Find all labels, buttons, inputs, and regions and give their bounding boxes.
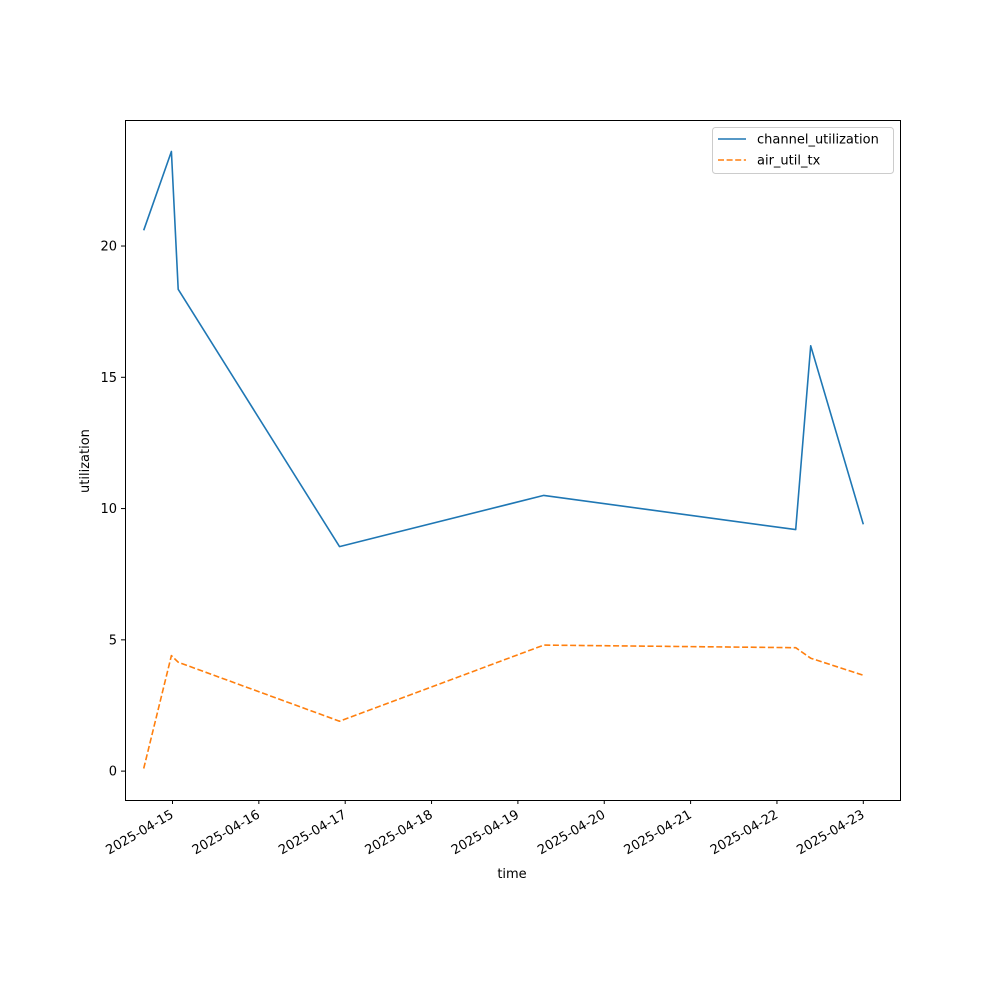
y-tick-label: 15 (100, 371, 117, 386)
y-tick-label: 0 (109, 765, 117, 780)
plot-frame (125, 120, 901, 801)
legend-label-air-util-tx: air_util_tx (757, 154, 821, 169)
series-line-air-util-tx (142, 644, 864, 769)
series-line-channel-utilization (142, 150, 865, 548)
legend: channel_utilization air_util_tx (712, 127, 894, 174)
x-axis-label: time (497, 867, 526, 882)
plot-layer (142, 150, 865, 769)
y-axis-label: utilization (78, 429, 93, 493)
y-tick-label: 5 (109, 633, 117, 648)
y-axis: 0 5 10 15 20 (100, 240, 125, 780)
legend-label-channel-utilization: channel_utilization (757, 133, 879, 148)
legend-box (712, 127, 894, 174)
y-tick-label: 20 (100, 240, 117, 255)
y-tick-label: 10 (100, 502, 117, 517)
